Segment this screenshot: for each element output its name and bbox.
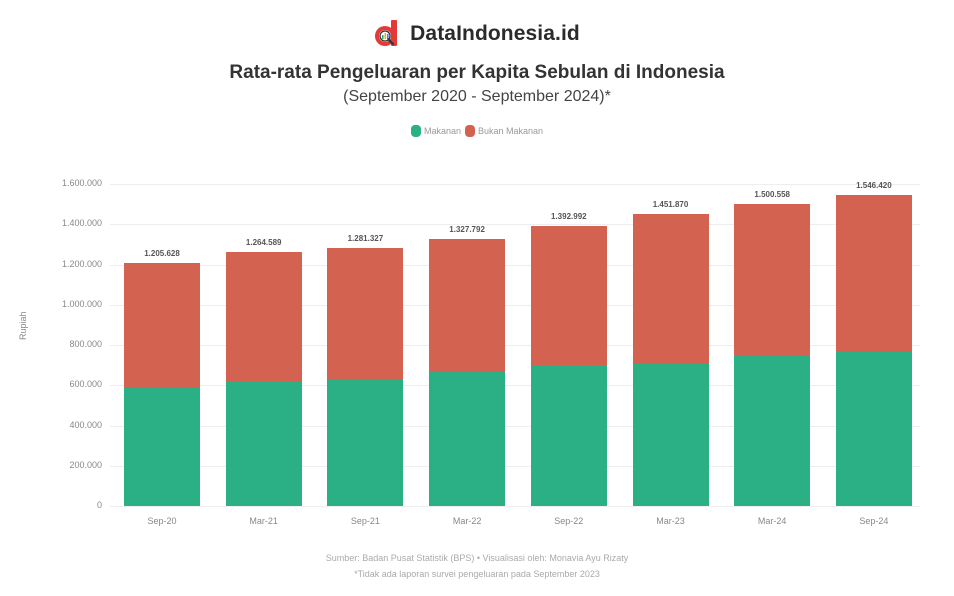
bar-stack[interactable] bbox=[124, 263, 200, 506]
gridline bbox=[110, 506, 920, 507]
y-tick-label: 1.600.000 bbox=[61, 178, 102, 188]
bar-stack[interactable] bbox=[530, 225, 607, 506]
y-tick-label: 600.000 bbox=[69, 379, 102, 390]
bar-total-label: 1.264.589 bbox=[245, 237, 282, 247]
bar-total-label: 1.281.327 bbox=[347, 234, 384, 244]
bar-segment-bukan-makanan[interactable] bbox=[530, 225, 607, 366]
y-tick-label: 800.000 bbox=[69, 339, 102, 349]
x-tick-label: Sep-20 bbox=[147, 516, 177, 526]
bar-segment-makanan[interactable] bbox=[530, 365, 607, 506]
legend-label: Makanan bbox=[423, 126, 461, 136]
bar-segment-bukan-makanan[interactable] bbox=[124, 263, 200, 389]
data-indonesia-logo-icon bbox=[374, 20, 400, 48]
bar-total-label: 1.392.992 bbox=[551, 211, 587, 221]
bar-total-label: 1.546.420 bbox=[856, 180, 892, 190]
legend-item[interactable]: Makanan bbox=[410, 125, 461, 137]
bar-segment-makanan[interactable] bbox=[632, 363, 709, 506]
bar-total-label: 1.205.628 bbox=[144, 249, 180, 259]
legend-item[interactable]: Bukan Makanan bbox=[464, 125, 544, 137]
bar-segment-makanan[interactable] bbox=[327, 379, 404, 506]
source-note: Sumber: Badan Pusat Statistik (BPS) • Vi… bbox=[325, 553, 629, 563]
bar-segment-makanan[interactable] bbox=[734, 355, 811, 506]
bar-stack[interactable] bbox=[734, 204, 811, 506]
y-tick-label: 400.000 bbox=[69, 419, 102, 430]
y-tick-label: 0 bbox=[96, 500, 102, 510]
gridline bbox=[110, 425, 920, 427]
y-tick-label: 1.400.000 bbox=[61, 218, 102, 229]
bar-total-label: 1.500.558 bbox=[754, 190, 790, 199]
legend-swatch bbox=[410, 125, 421, 137]
x-tick-label: Mar-24 bbox=[757, 516, 787, 526]
brand-name: DataIndonesia.id bbox=[410, 22, 580, 45]
x-tick-label: Sep-24 bbox=[859, 516, 889, 526]
y-tick-label: 1.000.000 bbox=[61, 298, 102, 309]
bar-segment-bukan-makanan[interactable] bbox=[225, 251, 302, 382]
x-tick-label: Sep-21 bbox=[350, 516, 380, 526]
bar-segment-bukan-makanan[interactable] bbox=[632, 213, 709, 364]
bar-segment-bukan-makanan[interactable] bbox=[327, 248, 404, 380]
y-axis-label: Rupiah bbox=[18, 311, 28, 340]
bar-segment-makanan[interactable] bbox=[124, 388, 200, 506]
gridline bbox=[110, 264, 920, 266]
x-tick-label: Sep-22 bbox=[554, 516, 584, 526]
legend-swatch bbox=[464, 125, 475, 137]
bar-segment-makanan[interactable] bbox=[429, 372, 506, 506]
chart-title: Rata-rata Pengeluaran per Kapita Sebulan… bbox=[229, 62, 725, 83]
bar-total-label: 1.451.870 bbox=[652, 199, 689, 209]
bar-segment-makanan[interactable] bbox=[225, 381, 302, 506]
bar-segment-bukan-makanan[interactable] bbox=[835, 194, 912, 353]
gridline bbox=[110, 184, 920, 185]
gridline bbox=[110, 224, 920, 226]
x-tick-label: Mar-23 bbox=[656, 516, 685, 526]
bar-total-label: 1.327.792 bbox=[449, 224, 485, 234]
bar-stack[interactable] bbox=[632, 213, 709, 506]
bar-stack[interactable] bbox=[835, 194, 912, 506]
footnote: *Tidak ada laporan survei pengeluaran pa… bbox=[354, 569, 600, 579]
bar-stack[interactable] bbox=[429, 238, 506, 506]
gridline bbox=[110, 345, 920, 346]
bar-segment-bukan-makanan[interactable] bbox=[734, 204, 811, 356]
bar-segment-bukan-makanan[interactable] bbox=[429, 238, 506, 373]
gridline bbox=[110, 465, 920, 467]
chart-subtitle: (September 2020 - September 2024)* bbox=[343, 88, 611, 105]
gridline bbox=[110, 385, 920, 387]
y-tick-label: 1.200.000 bbox=[61, 258, 102, 269]
gridline bbox=[110, 304, 920, 306]
x-tick-label: Mar-21 bbox=[249, 516, 278, 526]
bar-segment-makanan[interactable] bbox=[835, 352, 912, 506]
plot-area: 1.205.628 1.264.589 1.281.327 1.327.792 1.39… bbox=[110, 181, 920, 507]
brand-header: DataIndonesia.id bbox=[0, 20, 954, 48]
legend-label: Bukan Makanan bbox=[477, 126, 544, 136]
bar-stack[interactable] bbox=[225, 251, 302, 506]
y-tick-label: 200.000 bbox=[69, 459, 102, 470]
x-tick-label: Mar-22 bbox=[452, 516, 482, 526]
chart-legend: Makanan Bukan Makanan bbox=[0, 125, 954, 137]
bar-stack[interactable] bbox=[327, 248, 404, 506]
